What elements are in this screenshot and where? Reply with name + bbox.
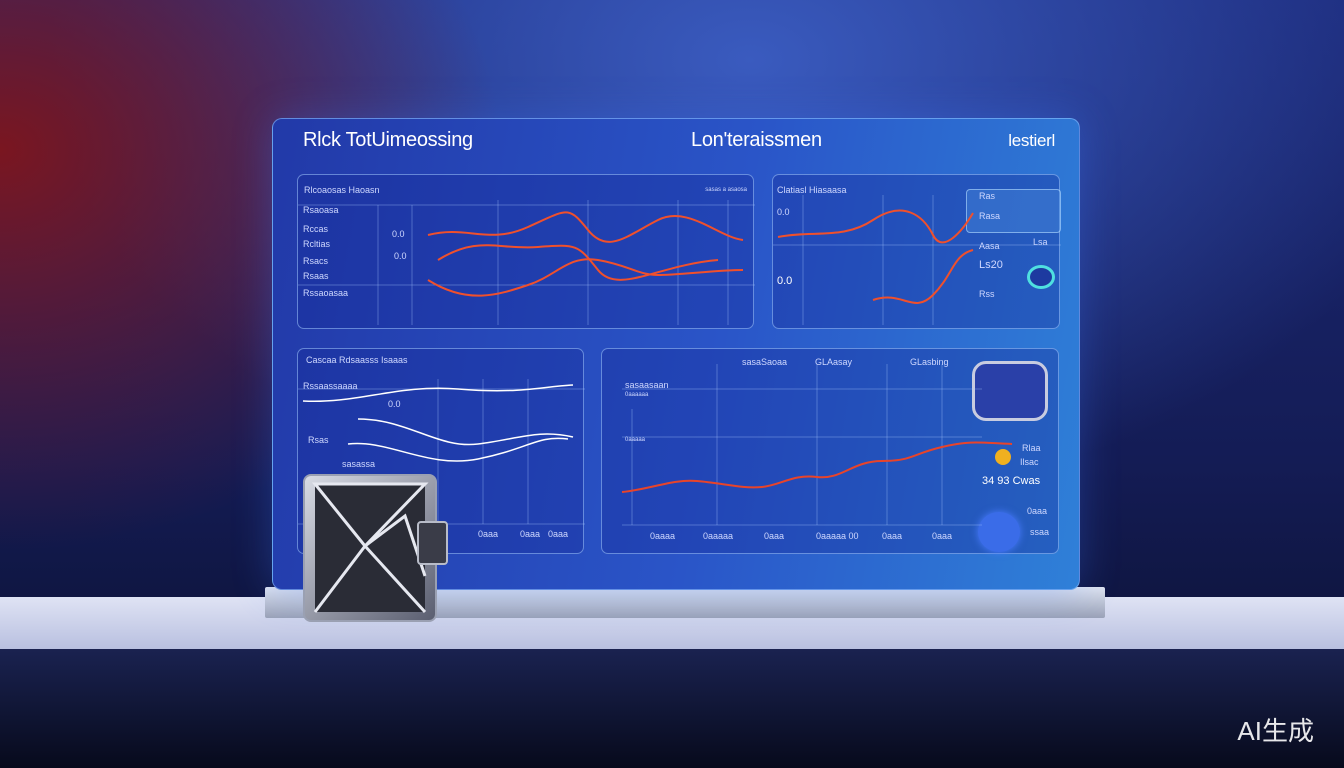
panel-a-line-chart [298, 200, 755, 325]
x-tick: 0aaa [932, 531, 953, 541]
watermark: AI生成 [1237, 716, 1314, 746]
x-tick: 0aaa [548, 529, 569, 539]
x-tick: 0aaa [478, 529, 499, 539]
tag-icon [417, 521, 448, 565]
center-title: Lon'teraissmen [691, 129, 822, 151]
legend-label: Rcltias [303, 239, 331, 249]
side-label: ssaa [1030, 527, 1050, 537]
series-line [777, 209, 974, 244]
x-tick: 0aaaaa [703, 531, 734, 541]
value-label: 0.0 [777, 207, 790, 217]
side-label: Ls20 [979, 259, 1003, 271]
x-tick: 0aaa [882, 531, 903, 541]
legend-label: Rssaassaaaa [303, 381, 358, 391]
legend-label: sasaSaoaa [742, 357, 788, 367]
floor [0, 649, 1344, 768]
legend-label: Rsaas [303, 271, 329, 281]
series-line [357, 418, 574, 446]
chart-panel-a: Rlcoaosas Haoasn sasas a asaosa Rsaoasa … [297, 174, 755, 329]
axis-label: 0aaaaaa [625, 392, 649, 398]
x-tick: 0aaa [520, 529, 541, 539]
panel-a-corner: sasas a asaosa [705, 187, 747, 193]
panel-c-title: Cascaa Rdsaasss Isaaas [306, 355, 408, 365]
legend-label: Rsaoasa [303, 205, 339, 215]
legend-label: GLAasay [815, 357, 853, 367]
value-label: 0.0 [777, 275, 793, 287]
axis-label: sasaasaan [625, 380, 669, 390]
polygon-pattern-icon [311, 482, 429, 614]
value-label: 0.0 [392, 229, 405, 239]
side-label: Ras [979, 191, 996, 201]
geometric-cube-ornament [303, 474, 437, 622]
legend-label: Rccas [303, 224, 329, 234]
gauge-icon [972, 361, 1048, 421]
chart-panel-d: sasaSaoaa GLAasay GLasbing sasaasaan 0aa… [601, 348, 1059, 554]
x-tick: 0aaaa [650, 531, 676, 541]
series-line [872, 249, 974, 305]
x-tick: 0aaa [764, 531, 785, 541]
legend-label: Rssaoasaa [303, 288, 349, 298]
coin-icon [995, 449, 1011, 465]
dashboard-panel: Rlck TotUimeossing Lon'teraissmen lestie… [272, 118, 1080, 590]
axis-label: 0aaaaa [625, 437, 646, 443]
legend-label: Rsacs [303, 256, 329, 266]
panel-d-line-chart [621, 364, 1013, 526]
series-line [302, 384, 574, 403]
series-line [427, 258, 744, 297]
record-button[interactable] [978, 512, 1020, 552]
value-label: Rsas [308, 435, 329, 445]
panel-b-title: Clatiasl Hiasaasa [777, 185, 847, 195]
side-label: Lsa [1033, 237, 1048, 247]
side-label: 34 93 Cwas [982, 475, 1041, 487]
value-label: 0.0 [394, 251, 407, 261]
side-label: Rss [979, 289, 995, 299]
value-label: sasassa [342, 459, 376, 469]
side-label: Ilsac [1020, 457, 1039, 467]
dashboard-title: Rlck TotUimeossing [303, 129, 473, 151]
side-label: Rlaa [1022, 443, 1041, 453]
toggle-icon[interactable] [1027, 265, 1055, 289]
panel-b-line-chart [773, 195, 1061, 325]
series-line [427, 211, 744, 243]
series-line [347, 437, 569, 462]
legend-label: GLasbing [910, 357, 949, 367]
side-label: Rasa [979, 211, 1001, 221]
summary-box [966, 189, 1061, 233]
value-label: 0.0 [388, 399, 401, 409]
series-line [621, 441, 1013, 493]
panel-a-title: Rlcoaosas Haoasn [304, 185, 380, 195]
side-label: 0aaa [1027, 506, 1048, 516]
side-label: Aasa [979, 241, 1000, 251]
header-label[interactable]: lestierl [1008, 131, 1055, 150]
chart-panel-b: Clatiasl Hiasaasa 0.0 0.0 Ras Rasa Aasa … [772, 174, 1061, 329]
x-tick: 0aaaaa 00 [816, 531, 859, 541]
